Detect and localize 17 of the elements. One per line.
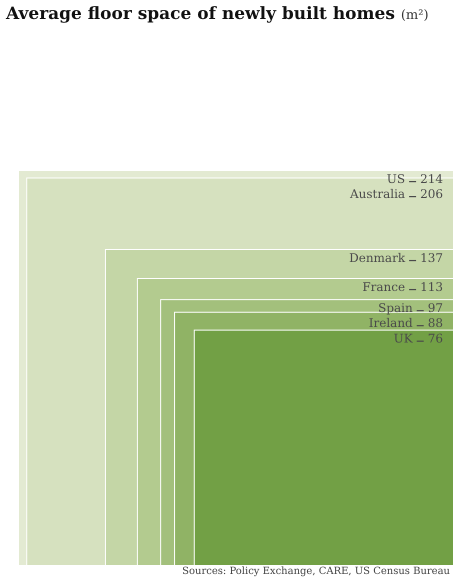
category-label: Denmark	[349, 251, 406, 266]
source-note: Sources: Policy Exchange, CARE, US Census Bureau	[182, 566, 450, 577]
text: Average floor space of newly built homes	[6, 4, 395, 24]
category-label: Ireland	[368, 316, 414, 330]
category-label: UK	[394, 332, 414, 346]
data-label: 113	[420, 280, 443, 294]
category-label: Spain	[378, 301, 413, 316]
data-label: 214	[420, 172, 444, 186]
data-label: 97	[428, 301, 443, 316]
data-label: 88	[428, 316, 443, 330]
text: (m²)	[400, 8, 429, 23]
category-label: US	[386, 172, 406, 186]
data-label: 206	[420, 187, 443, 202]
category-label: Australia	[348, 187, 406, 202]
data-label: 76	[428, 332, 443, 346]
category-label: France	[362, 280, 406, 294]
data-label: 137	[420, 251, 443, 266]
